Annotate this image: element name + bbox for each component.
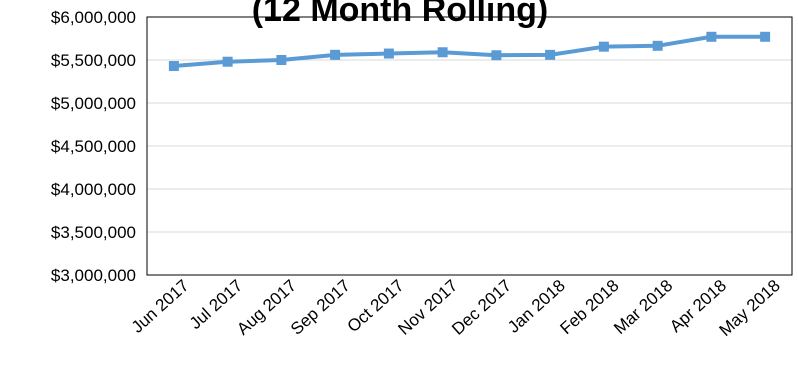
series-layer	[168, 31, 771, 72]
y-tick-label: $4,500,000	[51, 137, 136, 156]
data-point-marker	[652, 40, 663, 51]
axes	[146, 16, 793, 276]
data-point-marker	[491, 50, 502, 61]
data-point-marker	[545, 49, 556, 60]
data-point-marker	[706, 31, 717, 42]
data-point-marker	[760, 31, 771, 42]
data-point-marker	[598, 41, 609, 52]
data-point-marker	[383, 48, 394, 59]
y-tick-label: $5,000,000	[51, 94, 136, 113]
y-tick-label: $3,000,000	[51, 266, 136, 285]
chart-title: (12 Month Rolling)	[252, 0, 549, 29]
y-tick-label: $4,000,000	[51, 180, 136, 199]
data-point-marker	[222, 56, 233, 67]
plot-area-border	[146, 16, 793, 276]
y-tick-label: $5,500,000	[51, 51, 136, 70]
y-tick-label: $3,500,000	[51, 223, 136, 242]
data-point-marker	[437, 47, 448, 58]
y-tick-label: $6,000,000	[51, 8, 136, 27]
y-axis-tick-labels: $3,000,000 $3,500,000 $4,000,000 $4,500,000…	[51, 8, 136, 285]
data-point-marker	[330, 49, 341, 60]
data-point-marker	[168, 61, 179, 72]
data-point-marker	[276, 55, 287, 65]
series-line	[173, 34, 766, 69]
